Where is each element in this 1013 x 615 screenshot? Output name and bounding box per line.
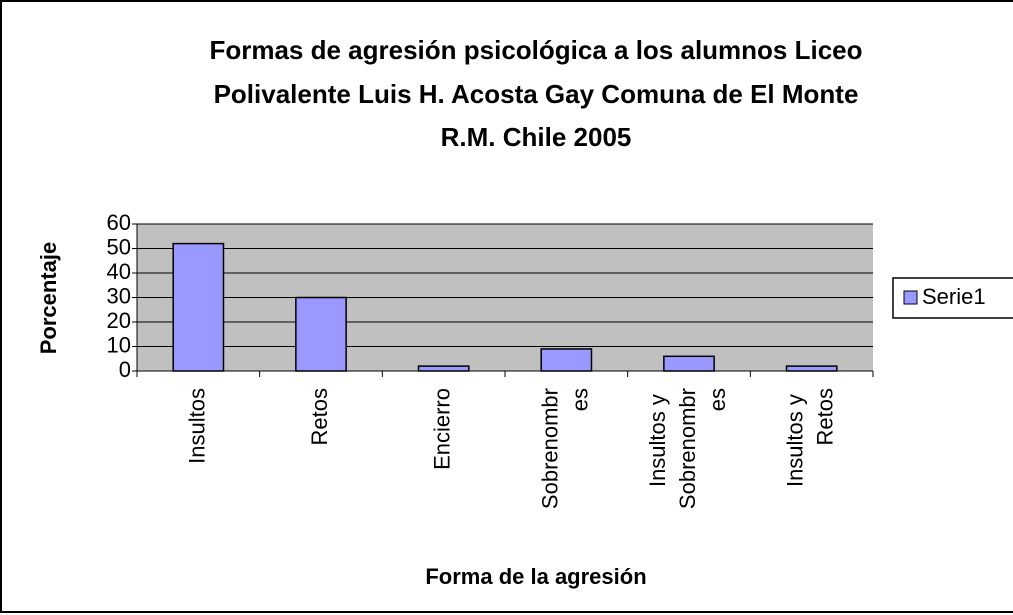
- y-tick-label: 50: [107, 234, 131, 259]
- y-tick-label: 20: [107, 308, 131, 333]
- bar: [785, 365, 838, 372]
- x-tick-label: Insultos y Sobrenombr es: [645, 388, 730, 509]
- y-tick-label: 0: [119, 357, 131, 382]
- chart-title: Formas de agresión psicológica a los alu…: [209, 35, 862, 65]
- bar: [663, 355, 715, 372]
- y-tick-label: 30: [107, 283, 131, 308]
- bar: [295, 296, 347, 372]
- x-tick-label: Sobrenombr es: [537, 388, 592, 509]
- x-tick-label: Insultos y Retos: [782, 388, 837, 487]
- x-tick-label: Encierro: [429, 388, 454, 470]
- legend-label: Serie1: [922, 284, 986, 309]
- chart-title: R.M. Chile 2005: [441, 122, 632, 152]
- x-tick-label: Retos: [307, 388, 332, 445]
- legend-box: [892, 277, 1013, 319]
- x-tick-label: Insultos: [184, 388, 209, 464]
- bar: [172, 242, 225, 372]
- y-tick-label: 10: [107, 332, 131, 357]
- y-axis-label: Porcentaje: [36, 242, 61, 355]
- bar: [540, 348, 593, 372]
- legend-swatch: [903, 290, 918, 305]
- y-tick-label: 40: [107, 259, 131, 284]
- y-tick-label: 60: [107, 210, 131, 235]
- x-axis-label: Forma de la agresión: [425, 564, 646, 589]
- bar: [417, 365, 470, 372]
- chart-title: Polivalente Luis H. Acosta Gay Comuna de…: [214, 79, 859, 109]
